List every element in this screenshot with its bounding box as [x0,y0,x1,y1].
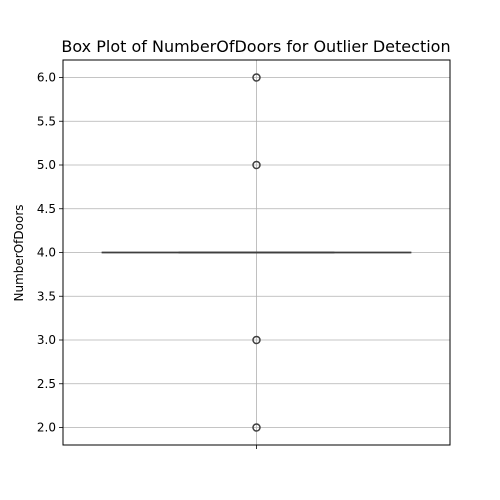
outlier-point [252,160,261,170]
plot-area [101,73,412,432]
y-tick-label: 4.0 [37,246,56,260]
outlier-point [252,335,261,345]
y-axis-ticks: 2.0 2.5 3.0 3.5 4.0 4.5 5.0 5.5 6.0 [37,71,257,449]
y-tick-label: 6.0 [37,71,56,85]
y-tick-label: 5.0 [37,158,56,172]
chart-title: Box Plot of NumberOfDoors for Outlier De… [61,37,450,56]
plot-frame [62,59,451,446]
y-tick-label: 2.5 [37,377,56,391]
y-tick-label: 5.5 [37,114,56,128]
outlier-point [252,423,261,432]
y-tick-label: 4.5 [37,202,56,216]
y-tick-label: 3.0 [37,333,56,347]
outlier-point [252,73,261,82]
y-tick-label: 2.0 [37,421,56,435]
y-axis-label: NumberOfDoors [12,205,26,302]
y-tick-label: 3.5 [37,289,56,303]
